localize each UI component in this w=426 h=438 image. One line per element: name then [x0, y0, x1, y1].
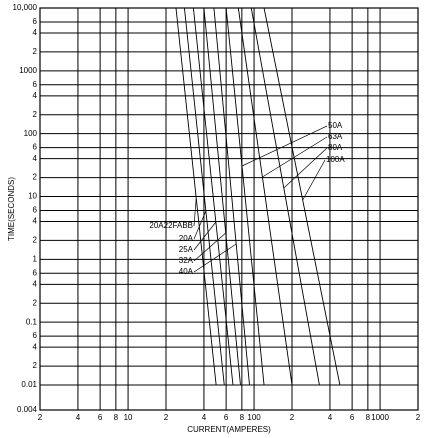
leader-line — [193, 232, 226, 262]
y-tick-label: 4 — [33, 279, 38, 288]
curve-label: 80A — [328, 143, 343, 152]
curve-label: 20A — [179, 234, 194, 243]
y-tick-label: 6 — [33, 17, 38, 26]
y-tick-label: 2 — [33, 298, 38, 307]
fuse-curve — [237, 7, 293, 386]
fuse-curve — [203, 7, 241, 386]
x-tick-label: 2 — [290, 413, 295, 422]
fuse-curve — [250, 7, 320, 386]
x-tick-label: 2 — [416, 413, 421, 422]
y-tick-label: 4 — [33, 91, 38, 100]
y-tick-label: 0.01 — [21, 380, 37, 389]
y-tick-label: 2 — [33, 110, 38, 119]
curve-label: 63A — [328, 132, 343, 141]
curve-label: 25A — [179, 245, 194, 254]
fuse-curve — [183, 7, 225, 386]
y-tick-label: 10 — [28, 192, 37, 201]
y-tick-label: 100 — [24, 129, 38, 138]
y-tick-label: 4 — [33, 217, 38, 226]
y-tick-label: 6 — [33, 331, 38, 340]
y-tick-label: 6 — [33, 80, 38, 89]
leader-line — [193, 197, 197, 227]
x-axis-label: CURRENT(AMPERES) — [187, 425, 271, 434]
x-tick-label: 6 — [224, 413, 229, 422]
y-tick-label: 6 — [33, 143, 38, 152]
x-tick-label: 4 — [202, 413, 207, 422]
leader-line — [241, 125, 328, 167]
x-tick-label: 8 — [114, 413, 119, 422]
x-tick-label: 6 — [98, 413, 103, 422]
x-tick-label: 4 — [76, 413, 81, 422]
y-tick-label: 10,000 — [13, 3, 38, 12]
y-tick-label: 1000 — [19, 66, 37, 75]
y-tick-label: 0.004 — [17, 405, 38, 414]
x-tick-label: 2 — [38, 413, 43, 422]
y-tick-label: 2 — [33, 173, 38, 182]
fuse-curve — [225, 7, 265, 386]
y-tick-label: 2 — [33, 361, 38, 370]
fuse-curve — [213, 7, 250, 386]
y-axis-label: TIME(SECONDS) — [7, 177, 16, 241]
x-tick-label: 8 — [366, 413, 371, 422]
leader-line — [283, 147, 328, 189]
curve-label: 50A — [328, 121, 343, 130]
x-tick-label: 100 — [247, 413, 261, 422]
x-tick-label: 10 — [124, 413, 133, 422]
fuse-curve — [263, 7, 341, 386]
x-tick-label: 2 — [164, 413, 169, 422]
y-tick-label: 4 — [33, 342, 38, 351]
y-tick-label: 1 — [33, 254, 38, 263]
leader-line — [193, 243, 237, 273]
leader-line — [193, 221, 217, 251]
y-tick-label: 2 — [33, 236, 38, 245]
curve-label: 20A22FABB — [149, 221, 193, 230]
fuse-curve — [175, 7, 217, 386]
leader-line — [302, 159, 326, 201]
y-tick-label: 0.1 — [26, 317, 38, 326]
x-tick-label: 8 — [240, 413, 245, 422]
curve-label: 32A — [179, 256, 194, 265]
fuse-curve — [192, 7, 234, 386]
x-tick-label: 4 — [328, 413, 333, 422]
curve-label: 100A — [326, 155, 345, 164]
x-tick-label: 6 — [350, 413, 355, 422]
y-tick-label: 6 — [33, 268, 38, 277]
leader-line — [262, 136, 328, 178]
leader-line — [193, 210, 207, 240]
y-tick-label: 2 — [33, 47, 38, 56]
y-tick-label: 6 — [33, 206, 38, 215]
y-tick-label: 4 — [33, 154, 38, 163]
x-tick-label: 1000 — [371, 413, 389, 422]
y-tick-label: 4 — [33, 28, 38, 37]
curve-label: 40A — [179, 267, 194, 276]
